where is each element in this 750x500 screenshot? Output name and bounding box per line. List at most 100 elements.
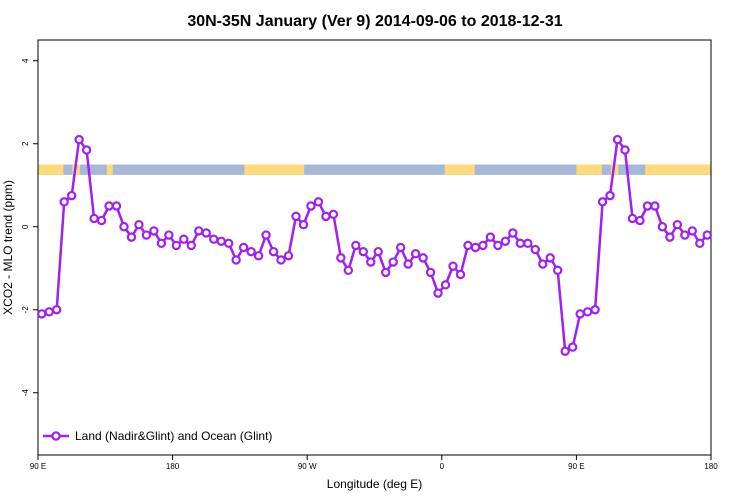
data-point xyxy=(680,230,690,240)
x-axis: 90 E 180 90 W 0 90 E 180 xyxy=(30,455,718,471)
data-point xyxy=(336,253,346,263)
legend: Land (Nadir&Glint) and Ocean (Glint) xyxy=(43,429,272,443)
data-point xyxy=(51,305,62,315)
data-point xyxy=(179,234,189,244)
data-point xyxy=(381,267,391,278)
data-point xyxy=(119,222,129,232)
land-band-segment xyxy=(444,164,475,175)
data-point xyxy=(358,246,368,257)
data-point xyxy=(149,226,159,236)
data-point xyxy=(612,134,623,145)
data-point xyxy=(582,307,593,317)
data-point xyxy=(238,242,249,253)
plot-frame xyxy=(37,39,712,456)
data-point xyxy=(298,219,309,230)
data-point xyxy=(74,134,84,145)
land-band-segment xyxy=(106,164,113,175)
data-point xyxy=(440,280,451,290)
data-point xyxy=(657,222,668,232)
data-point xyxy=(695,238,705,249)
data-point xyxy=(223,238,234,249)
data-point xyxy=(635,215,645,226)
data-point xyxy=(89,213,99,224)
data-point xyxy=(425,267,436,278)
land-band-segment xyxy=(38,164,64,175)
data-point xyxy=(66,190,77,201)
data-point xyxy=(104,201,114,211)
data-point xyxy=(201,228,211,238)
data-point xyxy=(672,219,683,230)
data-point xyxy=(620,145,630,155)
data-point xyxy=(470,242,481,253)
data-point xyxy=(111,201,122,211)
chart-title: 30N-35N January (Ver 9) 2014-09-06 to 20… xyxy=(187,13,562,30)
data-point xyxy=(627,213,638,224)
data-point xyxy=(209,234,219,244)
data-point xyxy=(59,197,69,207)
data-point xyxy=(373,246,383,257)
data-point xyxy=(253,251,264,261)
data-point xyxy=(276,255,286,265)
data-point xyxy=(702,230,712,240)
data-point xyxy=(687,226,698,236)
x-tick-label: 90 E xyxy=(30,462,46,471)
x-tick-label: 180 xyxy=(166,462,180,471)
legend-entry-label: Land (Nadir&Glint) and Ocean (Glint) xyxy=(75,429,272,443)
data-point xyxy=(126,232,137,242)
data-point xyxy=(343,265,354,276)
data-point xyxy=(403,259,413,269)
data-point xyxy=(186,240,196,251)
data-point xyxy=(418,253,428,263)
data-point xyxy=(366,257,376,267)
data-point xyxy=(530,244,540,255)
data-point xyxy=(246,246,256,257)
data-point xyxy=(96,215,107,226)
data-point xyxy=(134,219,144,230)
data-point xyxy=(141,230,152,240)
data-point xyxy=(313,197,324,207)
data-point xyxy=(642,201,653,211)
y-tick-label: -2 xyxy=(21,306,30,314)
data-point xyxy=(283,251,294,261)
data-point xyxy=(538,259,548,269)
data-point xyxy=(448,261,458,271)
data-point xyxy=(523,238,533,249)
data-point xyxy=(321,211,331,222)
data-point xyxy=(81,145,92,155)
data-point xyxy=(171,240,182,251)
land-band-segment xyxy=(244,164,305,175)
data-point xyxy=(500,236,511,246)
data-point xyxy=(37,309,47,319)
data-point xyxy=(560,346,570,356)
series-layer xyxy=(37,134,712,356)
data-point xyxy=(351,240,361,251)
data-point xyxy=(665,232,675,242)
data-point xyxy=(328,209,339,219)
y-tick-label: 0 xyxy=(21,224,30,229)
y-axis-label: XCO2 - MLO trend (ppm) xyxy=(1,180,15,315)
data-point xyxy=(545,253,555,263)
data-point xyxy=(478,240,488,251)
y-tick-label: 2 xyxy=(21,141,30,146)
data-point xyxy=(261,230,271,240)
x-tick-label: 90 W xyxy=(298,462,317,471)
data-point xyxy=(553,265,563,276)
ocean-band xyxy=(38,164,711,175)
data-point xyxy=(650,201,660,211)
land-band-segment xyxy=(645,164,711,175)
data-point xyxy=(231,255,241,265)
data-point xyxy=(306,201,316,211)
x-tick-label: 180 xyxy=(704,462,718,471)
land-ocean-band xyxy=(38,164,711,175)
data-point xyxy=(194,226,204,236)
data-point xyxy=(44,307,54,317)
data-point xyxy=(291,211,301,222)
data-point xyxy=(508,228,518,238)
y-tick-label: -4 xyxy=(21,389,30,397)
data-point xyxy=(433,288,443,298)
data-point xyxy=(515,238,526,249)
data-point xyxy=(388,257,398,267)
data-point xyxy=(605,190,615,201)
data-point xyxy=(164,230,174,240)
legend-marker xyxy=(51,431,61,441)
